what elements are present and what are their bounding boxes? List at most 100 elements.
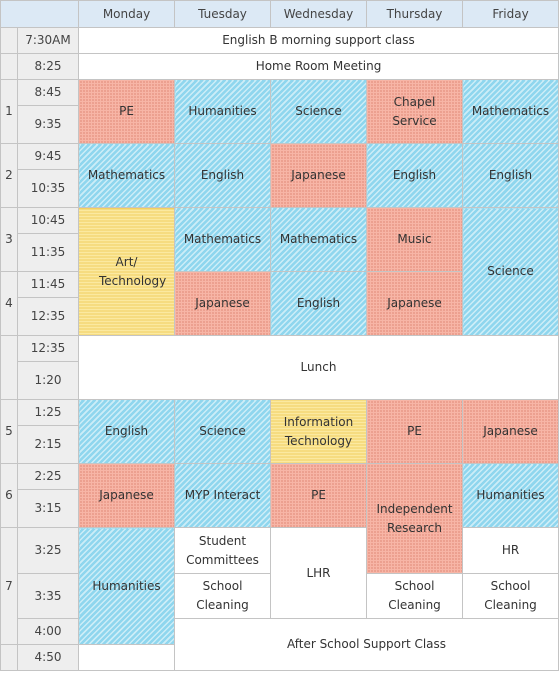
after-school-support-class: After School Support Class xyxy=(174,618,559,671)
period-cell-empty xyxy=(0,53,18,80)
class-name: Science xyxy=(295,104,342,118)
class-cell: Student Committees xyxy=(174,527,271,574)
period-label: 4 xyxy=(0,271,18,336)
period-label: 6 xyxy=(0,463,18,528)
class-cell: Japanese xyxy=(366,271,463,336)
class-name: English xyxy=(392,168,437,182)
empty-cell xyxy=(78,644,175,671)
class-cell: Science xyxy=(270,79,367,144)
class-name: Humanities xyxy=(476,488,545,502)
class-name: Japanese xyxy=(483,424,538,438)
time-label: 2:15 xyxy=(17,425,79,464)
class-name: Mathematics xyxy=(183,232,262,246)
class-name: HR xyxy=(501,543,520,557)
period-label: 1 xyxy=(0,79,18,144)
class-name: PE xyxy=(119,104,134,118)
time-label: 9:45 xyxy=(17,143,79,170)
day-header-friday: Friday xyxy=(462,0,559,28)
class-cell: Mathematics xyxy=(462,79,559,144)
class-cell: Mathematics xyxy=(174,207,271,272)
class-name: Science xyxy=(487,264,534,278)
class-name: Japanese xyxy=(387,296,442,310)
class-cell: Independent Research xyxy=(366,463,463,574)
class-name: Mathematics xyxy=(471,104,550,118)
class-cell: HR xyxy=(462,527,559,574)
class-cell: School Cleaning xyxy=(174,573,271,619)
class-cell: Japanese xyxy=(462,399,559,464)
class-name: Science xyxy=(199,424,246,438)
time-label: 4:50 xyxy=(17,644,79,671)
lunch-block: Lunch xyxy=(78,335,559,400)
time-label: 9:35 xyxy=(17,105,79,144)
class-name: Mathematics xyxy=(279,232,358,246)
time-label: 3:25 xyxy=(17,527,79,574)
class-cell: English xyxy=(270,271,367,336)
class-name: Chapel Service xyxy=(392,94,437,128)
class-cell: English xyxy=(366,143,463,208)
time-label: 12:35 xyxy=(17,335,79,362)
period-label: 7 xyxy=(0,527,18,645)
class-cell: Science xyxy=(462,207,559,336)
morning-support-class: English B morning support class xyxy=(78,27,559,54)
period-label: 2 xyxy=(0,143,18,208)
class-cell: MYP Interact xyxy=(174,463,271,528)
class-name: Art/ Technology xyxy=(99,254,167,288)
class-cell: Mathematics xyxy=(270,207,367,272)
class-cell: Chapel Service xyxy=(366,79,463,144)
class-cell: Japanese xyxy=(174,271,271,336)
class-name: Japanese xyxy=(99,488,154,502)
time-label: 10:45 xyxy=(17,207,79,234)
time-label: 10:35 xyxy=(17,169,79,208)
header-row: Monday Tuesday Wednesday Thursday Friday xyxy=(0,0,559,28)
class-cell: Japanese xyxy=(78,463,175,528)
class-name: Mathematics xyxy=(87,168,166,182)
class-cell: Science xyxy=(174,399,271,464)
class-cell: English xyxy=(78,399,175,464)
period-cell-empty xyxy=(0,335,18,400)
class-name: English xyxy=(488,168,533,182)
class-cell: Humanities xyxy=(78,527,175,645)
class-cell: Information Technology xyxy=(270,399,367,464)
time-label: 3:35 xyxy=(17,573,79,619)
time-label: 12:35 xyxy=(17,297,79,336)
time-label: 8:25 xyxy=(17,53,79,80)
class-name: PE xyxy=(311,488,326,502)
class-name: Humanities xyxy=(92,578,161,593)
class-name: English xyxy=(296,296,341,310)
class-name: School Cleaning xyxy=(388,579,441,612)
class-name: English xyxy=(104,424,149,438)
class-cell: English xyxy=(174,143,271,208)
class-cell: School Cleaning xyxy=(462,573,559,619)
time-label: 11:45 xyxy=(17,271,79,298)
class-cell: PE xyxy=(270,463,367,528)
home-room-meeting: Home Room Meeting xyxy=(78,53,559,80)
time-label: 2:25 xyxy=(17,463,79,490)
class-cell: PE xyxy=(78,79,175,144)
time-label: 8:45 xyxy=(17,79,79,106)
class-name: Student Committees xyxy=(186,533,259,567)
time-label: 1:20 xyxy=(17,361,79,400)
day-header-monday: Monday xyxy=(78,0,175,28)
class-cell: School Cleaning xyxy=(366,573,463,619)
time-label: 4:00 xyxy=(17,618,79,645)
time-label: 3:15 xyxy=(17,489,79,528)
class-name: Japanese xyxy=(291,168,346,182)
header-corner xyxy=(0,0,79,28)
class-cell: Mathematics xyxy=(78,143,175,208)
class-name: Japanese xyxy=(195,296,250,310)
class-cell: PE xyxy=(366,399,463,464)
class-cell: LHR xyxy=(270,527,367,619)
day-header-wednesday: Wednesday xyxy=(270,0,367,28)
period-label: 5 xyxy=(0,399,18,464)
day-header-thursday: Thursday xyxy=(366,0,463,28)
class-name: PE xyxy=(407,424,422,438)
class-cell: Humanities xyxy=(462,463,559,528)
time-label: 7:30AM xyxy=(17,27,79,54)
day-header-tuesday: Tuesday xyxy=(174,0,271,28)
class-name: LHR xyxy=(306,565,331,580)
class-name: School Cleaning xyxy=(484,579,537,612)
class-name: Humanities xyxy=(188,104,257,118)
time-label: 11:35 xyxy=(17,233,79,272)
class-name: Independent Research xyxy=(376,501,453,535)
